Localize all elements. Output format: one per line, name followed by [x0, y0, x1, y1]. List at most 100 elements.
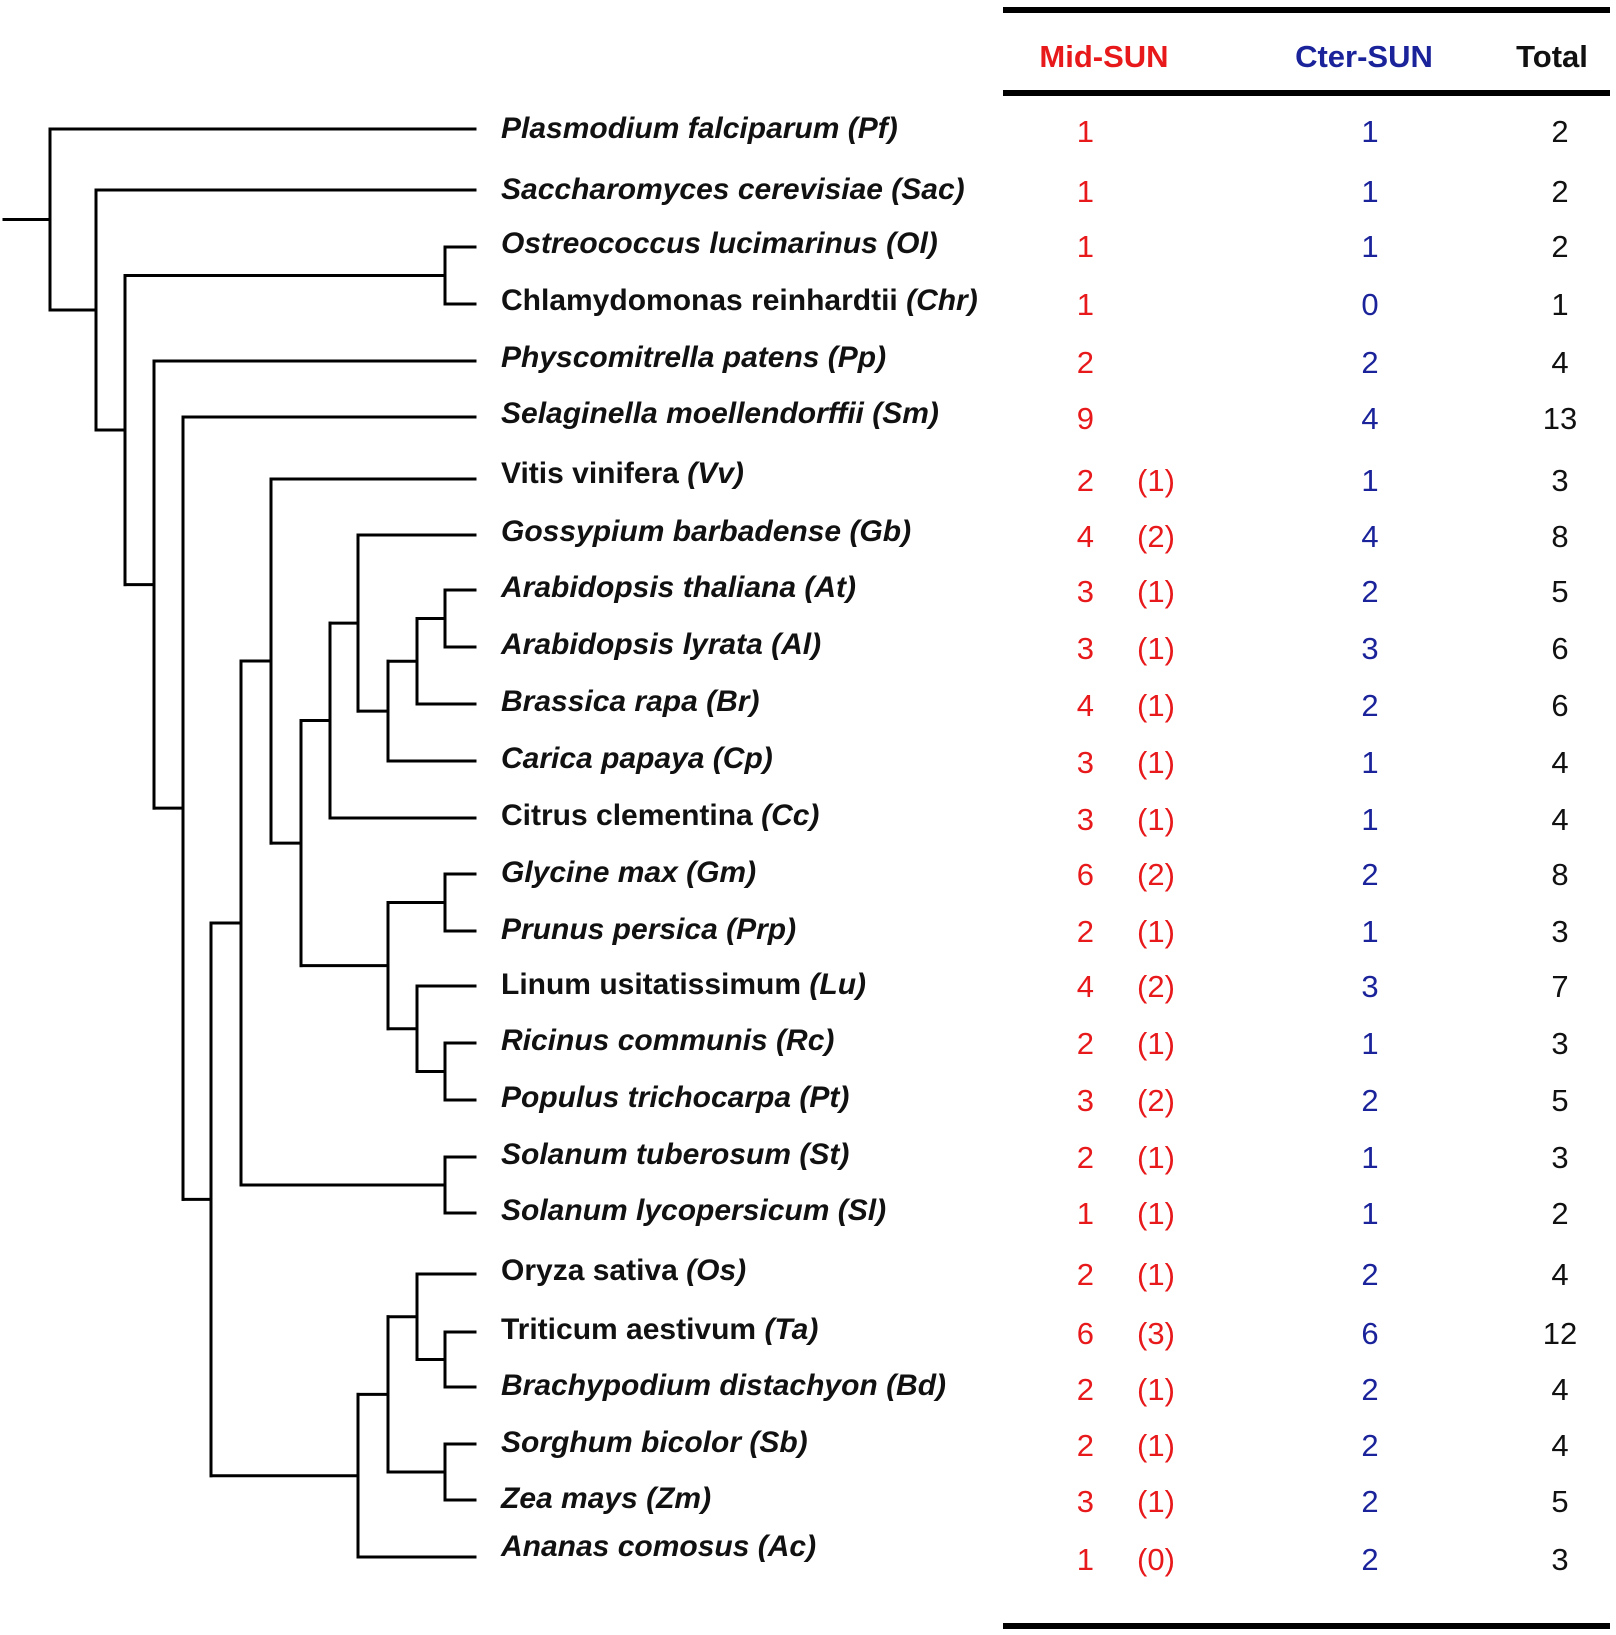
mid-sun-count: 4	[1077, 519, 1094, 554]
species-label: Ostreococcus lucimarinus (Ol)	[501, 227, 938, 260]
species-label: Citrus clementina (Cc)	[501, 799, 819, 832]
mid-sun-count: 2	[1077, 1026, 1094, 1061]
species-name-italic: Sorghum bicolor (Sb)	[501, 1426, 808, 1459]
cter-sun-count: 2	[1361, 1484, 1378, 1519]
species-label: Plasmodium falciparum (Pf)	[501, 112, 898, 145]
header-cter-sun: Cter-SUN	[1295, 39, 1433, 74]
mid-sun-count: 4	[1077, 688, 1094, 723]
cter-sun-count: 2	[1361, 1083, 1378, 1118]
count-values: 1 1 21 1 21 1 21 0 12 2 49 4 132 (1) 1 34 (2) 4 83 (1) 2 53 (1…	[1077, 114, 1577, 1577]
cter-sun-count: 3	[1361, 969, 1378, 1004]
total-count: 12	[1543, 1316, 1577, 1351]
cter-sun-count: 2	[1361, 1257, 1378, 1292]
mid-sun-count: 9	[1077, 401, 1094, 436]
cter-sun-count: 1	[1361, 1026, 1378, 1061]
mid-sun-count: 3	[1077, 1484, 1094, 1519]
species-label: Saccharomyces cerevisiae (Sac)	[501, 173, 965, 206]
mid-sun-subcount: (2)	[1137, 857, 1175, 892]
species-label: Solanum tuberosum (St)	[501, 1138, 849, 1171]
cter-sun-count: 4	[1361, 401, 1378, 436]
mid-sun-subcount: (1)	[1137, 1257, 1175, 1292]
total-count: 1	[1551, 287, 1568, 322]
total-count: 3	[1551, 1140, 1568, 1175]
species-name-italic: Carica papaya (Cp)	[501, 742, 773, 775]
total-count: 5	[1551, 1083, 1568, 1118]
species-label: Ricinus communis (Rc)	[501, 1024, 834, 1057]
mid-sun-count: 3	[1077, 574, 1094, 609]
total-count: 6	[1551, 631, 1568, 666]
mid-sun-subcount: (1)	[1137, 745, 1175, 780]
species-name-italic: Plasmodium falciparum (Pf)	[501, 112, 898, 145]
species-name-italic: Brassica rapa (Br)	[501, 685, 759, 718]
cter-sun-count: 1	[1361, 1196, 1378, 1231]
cter-sun-count: 1	[1361, 745, 1378, 780]
total-count: 4	[1551, 1372, 1568, 1407]
cter-sun-count: 2	[1361, 688, 1378, 723]
total-count: 4	[1551, 345, 1568, 380]
mid-sun-subcount: (2)	[1137, 519, 1175, 554]
species-name-italic: Ananas comosus (Ac)	[500, 1530, 816, 1563]
total-count: 8	[1551, 857, 1568, 892]
mid-sun-count: 4	[1077, 969, 1094, 1004]
mid-sun-count: 6	[1077, 1316, 1094, 1351]
mid-sun-count: 6	[1077, 857, 1094, 892]
species-label: Zea mays (Zm)	[500, 1482, 711, 1515]
total-count: 3	[1551, 914, 1568, 949]
species-name-italic: Gossypium barbadense (Gb)	[501, 515, 911, 548]
species-name: Oryza sativa	[501, 1254, 686, 1287]
cter-sun-count: 1	[1361, 914, 1378, 949]
cter-sun-count: 4	[1361, 519, 1378, 554]
mid-sun-subcount: (0)	[1137, 1542, 1175, 1577]
mid-sun-subcount: (1)	[1137, 1026, 1175, 1061]
species-label: Solanum lycopersicum (Sl)	[501, 1194, 886, 1227]
mid-sun-subcount: (1)	[1137, 1428, 1175, 1463]
mid-sun-count: 2	[1077, 463, 1094, 498]
species-name-italic: Saccharomyces cerevisiae (Sac)	[501, 173, 965, 206]
species-label: Selaginella moellendorffii (Sm)	[501, 397, 939, 430]
count-table: Mid-SUN Cter-SUN Total 1 1 21 1 21 1 21 0 12 2 49 4…	[1003, 7, 1610, 1629]
species-abbrev: (Os)	[686, 1254, 746, 1287]
cter-sun-count: 2	[1361, 1372, 1378, 1407]
cter-sun-count: 1	[1361, 1140, 1378, 1175]
mid-sun-subcount: (1)	[1137, 574, 1175, 609]
cter-sun-count: 6	[1361, 1316, 1378, 1351]
mid-sun-subcount: (2)	[1137, 969, 1175, 1004]
mid-sun-count: 3	[1077, 1083, 1094, 1118]
mid-sun-subcount: (1)	[1137, 463, 1175, 498]
cter-sun-count: 2	[1361, 1542, 1378, 1577]
species-name-italic: Zea mays (Zm)	[500, 1482, 711, 1515]
cter-sun-count: 3	[1361, 631, 1378, 666]
mid-sun-count: 1	[1077, 1196, 1094, 1231]
total-count: 4	[1551, 1428, 1568, 1463]
species-name: Triticum aestivum	[501, 1313, 764, 1346]
species-name-italic: Solanum lycopersicum (Sl)	[501, 1194, 886, 1227]
mid-sun-subcount: (1)	[1137, 688, 1175, 723]
mid-sun-count: 3	[1077, 745, 1094, 780]
cter-sun-count: 1	[1361, 174, 1378, 209]
mid-sun-count: 2	[1077, 1257, 1094, 1292]
mid-sun-count: 3	[1077, 802, 1094, 837]
species-name-italic: Glycine max (Gm)	[501, 856, 756, 889]
species-name-italic: Arabidopsis thaliana (At)	[500, 571, 856, 604]
species-label: Linum usitatissimum (Lu)	[501, 968, 866, 1001]
total-count: 7	[1551, 969, 1568, 1004]
mid-sun-count: 1	[1077, 1542, 1094, 1577]
total-count: 2	[1551, 114, 1568, 149]
species-label: Brassica rapa (Br)	[501, 685, 759, 718]
species-label: Glycine max (Gm)	[501, 856, 756, 889]
species-name-italic: Selaginella moellendorffii (Sm)	[501, 397, 939, 430]
mid-sun-count: 1	[1077, 174, 1094, 209]
total-count: 5	[1551, 574, 1568, 609]
species-name-italic: Ricinus communis (Rc)	[501, 1024, 834, 1057]
mid-sun-subcount: (1)	[1137, 631, 1175, 666]
mid-sun-subcount: (1)	[1137, 914, 1175, 949]
species-label: Arabidopsis thaliana (At)	[500, 571, 856, 604]
cter-sun-count: 1	[1361, 229, 1378, 264]
species-abbrev: (Chr)	[906, 284, 978, 317]
total-count: 3	[1551, 1026, 1568, 1061]
species-name: Citrus clementina	[501, 799, 761, 832]
header-mid-sun: Mid-SUN	[1039, 39, 1168, 74]
cter-sun-count: 1	[1361, 114, 1378, 149]
mid-sun-count: 1	[1077, 229, 1094, 264]
mid-sun-count: 1	[1077, 114, 1094, 149]
